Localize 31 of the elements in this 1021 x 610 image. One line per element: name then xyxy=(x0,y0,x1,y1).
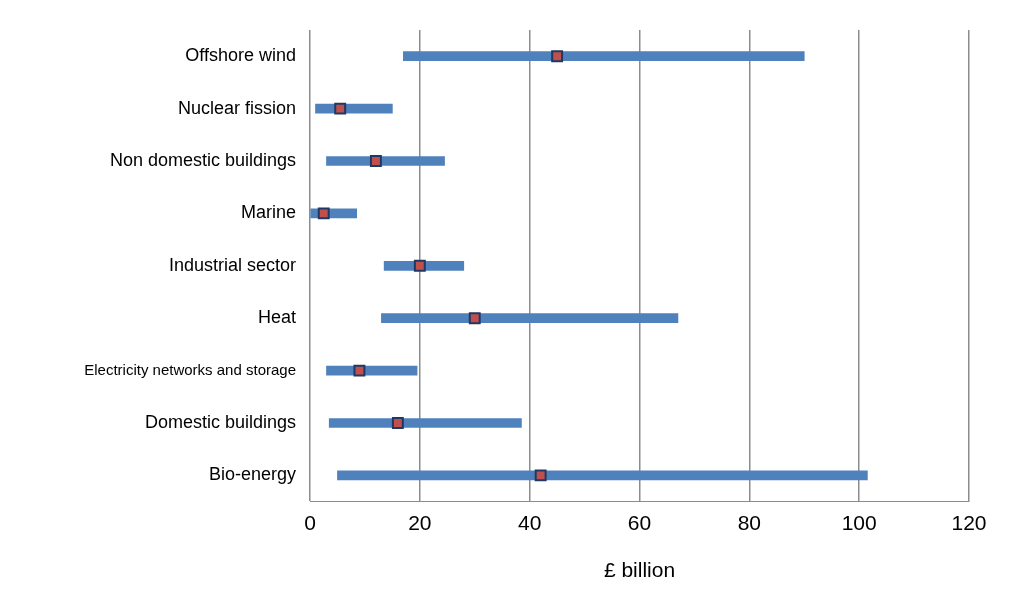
x-tick-label: 100 xyxy=(841,511,877,534)
x-tick-label: 40 xyxy=(517,511,542,534)
y-tick-label: Domestic buildings xyxy=(144,411,296,432)
bar xyxy=(326,156,445,166)
x-tick-label: 60 xyxy=(627,511,652,534)
x-tick-label: 20 xyxy=(408,511,432,534)
y-tick-label: Heat xyxy=(257,307,296,328)
point xyxy=(317,207,330,220)
point xyxy=(534,469,547,482)
point xyxy=(468,312,481,325)
y-tick-label: Offshore wind xyxy=(185,45,296,66)
point xyxy=(551,50,564,63)
point xyxy=(391,417,404,429)
x-tick-label: 0 xyxy=(304,511,316,534)
point xyxy=(369,155,382,167)
y-tick-label: Non domestic buildings xyxy=(109,149,296,170)
bar xyxy=(403,51,805,62)
x-tick-label: 80 xyxy=(737,511,762,534)
point xyxy=(353,364,366,377)
bar xyxy=(328,418,522,428)
x-axis-title: £ billion xyxy=(603,558,676,582)
y-tick-label: Industrial sector xyxy=(168,254,296,275)
point xyxy=(334,102,347,115)
x-tick-label: 120 xyxy=(951,511,987,534)
y-tick-label: Bio-energy xyxy=(208,464,296,485)
point xyxy=(413,259,426,272)
y-tick-label: Marine xyxy=(240,202,296,223)
y-tick-label: Nuclear fission xyxy=(177,97,296,118)
bar xyxy=(381,313,679,324)
bar xyxy=(337,470,868,481)
y-tick-label: Electricity networks and storage xyxy=(84,360,296,378)
